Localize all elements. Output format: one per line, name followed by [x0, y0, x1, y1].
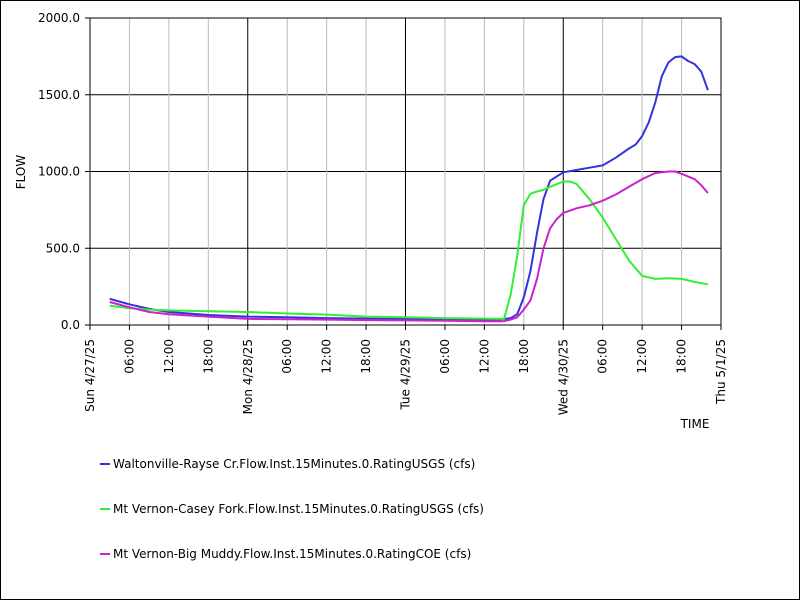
x-tick-label: 18:00 — [359, 339, 373, 374]
x-tick-label: Tue 4/29/25 — [399, 339, 413, 411]
legend-label: Mt Vernon-Big Muddy.Flow.Inst.15Minutes.… — [113, 547, 471, 561]
y-tick-label: 2000.0 — [38, 11, 80, 25]
y-tick-label: 500.0 — [46, 241, 80, 255]
x-tick-label: Thu 5/1/25 — [714, 339, 728, 405]
x-tick-label: 12:00 — [320, 339, 334, 374]
grid-lines — [90, 18, 721, 325]
x-tick-label: Sun 4/27/25 — [83, 339, 97, 412]
x-tick-label: 12:00 — [477, 339, 491, 374]
y-axis-label: FLOW — [14, 155, 28, 190]
x-tick-label: 18:00 — [517, 339, 531, 374]
x-tick-label: Wed 4/30/25 — [556, 339, 570, 415]
x-tick-label: 06:00 — [122, 339, 136, 374]
series-lines — [109, 55, 709, 323]
x-tick-label: 12:00 — [162, 339, 176, 374]
x-tick-label: 18:00 — [201, 339, 215, 374]
series-line-3 — [109, 170, 709, 323]
x-tick-label: 06:00 — [280, 339, 294, 374]
y-tick-label: 1500.0 — [38, 88, 80, 102]
y-axis-ticks: 0.0 500.0 1000.0 1500.0 2000.0 — [38, 11, 90, 332]
x-tick-label: 12:00 — [635, 339, 649, 374]
x-axis-ticks: Sun 4/27/25 06:00 12:00 18:00 Mon 4/28/25 06:… — [83, 325, 728, 415]
y-tick-label: 0.0 — [61, 318, 80, 332]
legend-label: Mt Vernon-Casey Fork.Flow.Inst.15Minutes… — [113, 502, 484, 516]
series-line-1 — [109, 55, 709, 321]
x-tick-label: 18:00 — [675, 339, 689, 374]
legend: Waltonville-Rayse Cr.Flow.Inst.15Minutes… — [100, 457, 484, 561]
legend-label: Waltonville-Rayse Cr.Flow.Inst.15Minutes… — [113, 457, 475, 471]
x-tick-label: 06:00 — [596, 339, 610, 374]
y-tick-label: 1000.0 — [38, 165, 80, 179]
x-axis-label: TIME — [680, 417, 710, 431]
x-tick-label: Mon 4/28/25 — [241, 339, 255, 414]
series-line-2 — [109, 180, 709, 320]
x-tick-label: 06:00 — [438, 339, 452, 374]
